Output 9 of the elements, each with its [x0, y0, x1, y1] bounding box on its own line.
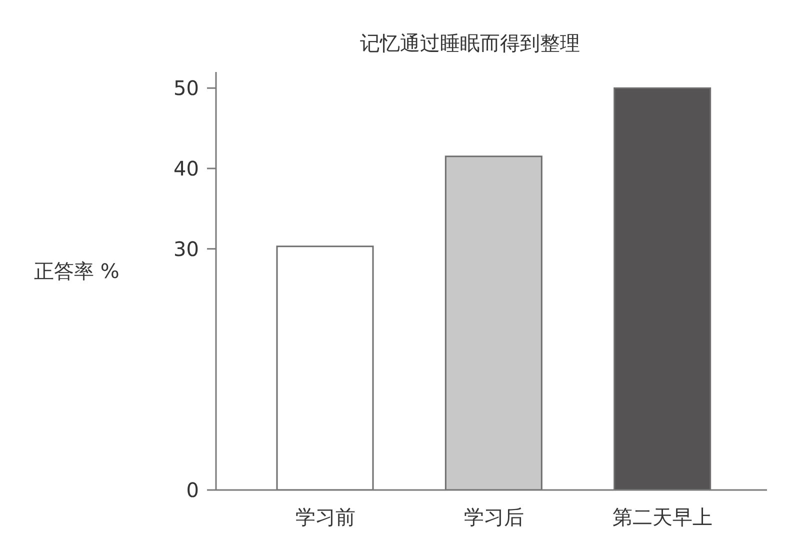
y-tick-label: 30	[174, 236, 199, 261]
y-tick-label: 50	[174, 76, 199, 100]
x-tick-label: 第二天早上	[612, 505, 713, 530]
chart-title: 记忆通过睡眠而得到整理	[359, 30, 581, 57]
y-axis-title: 正答率 %	[34, 258, 120, 285]
y-tick-label: 0	[186, 478, 199, 502]
x-tick-label: 学习前	[295, 505, 356, 530]
y-tick-label: 40	[174, 156, 199, 181]
x-tick-label: 学习后	[464, 505, 524, 530]
